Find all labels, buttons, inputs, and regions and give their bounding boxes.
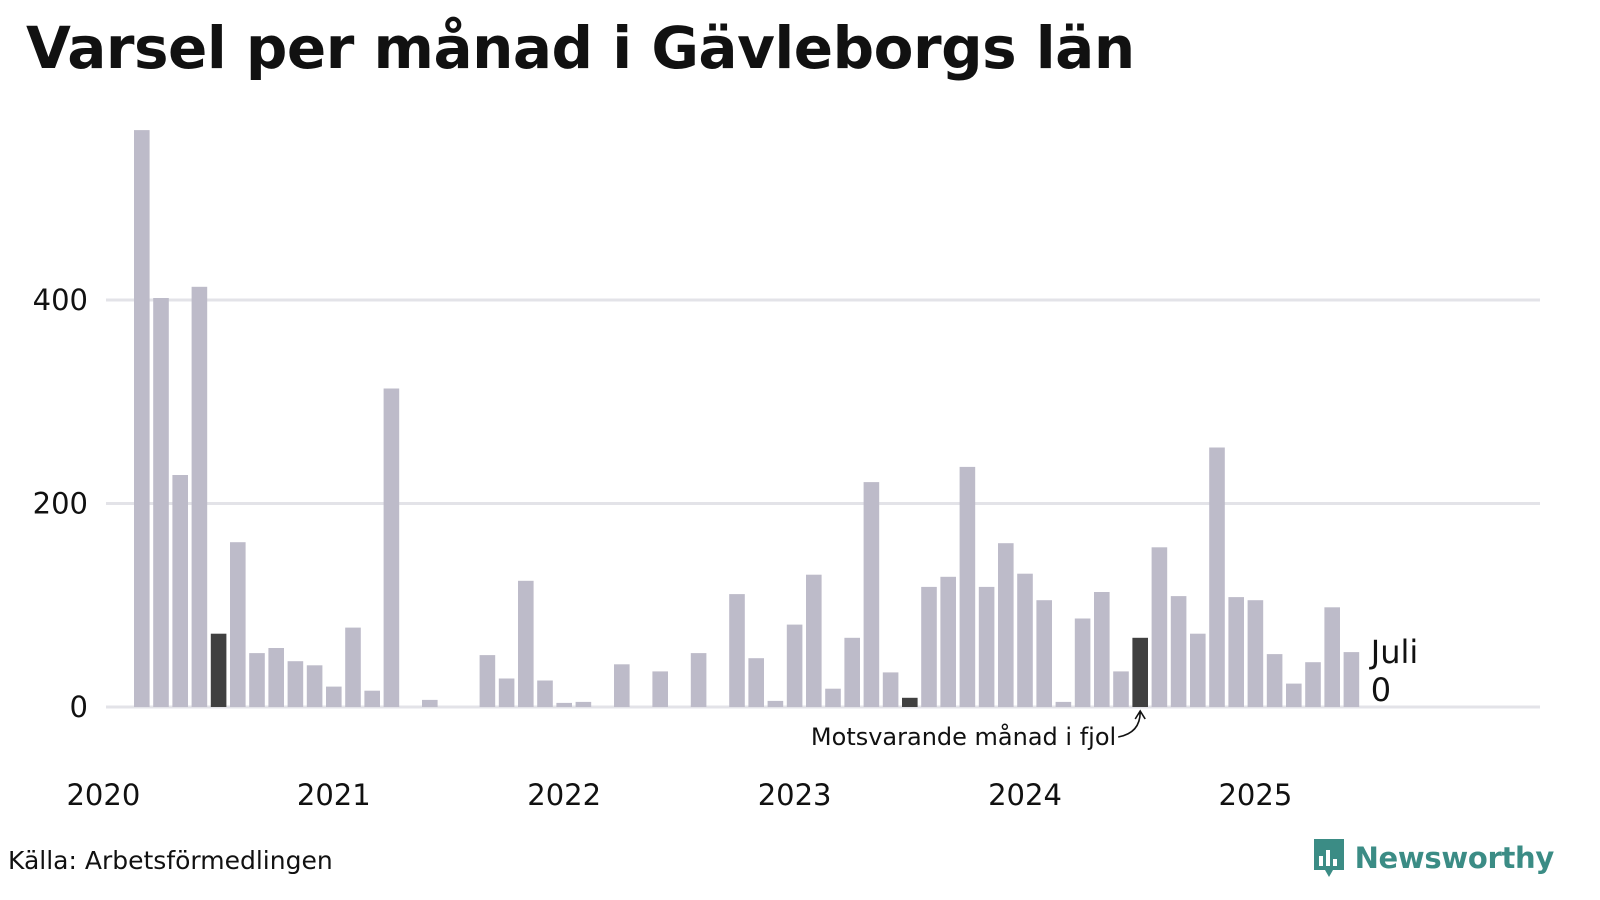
bar <box>652 671 668 707</box>
brand-logo: Newsworthy <box>1311 836 1554 880</box>
annotation-text: Motsvarande månad i fjol <box>811 722 1116 751</box>
bar <box>1305 662 1321 707</box>
chart-title: Varsel per månad i Gävleborgs län <box>26 14 1135 82</box>
x-tick-label: 2025 <box>1218 778 1292 812</box>
source-label: Källa: Arbetsförmedlingen <box>8 846 333 875</box>
bar <box>1343 652 1360 707</box>
bar <box>767 700 784 707</box>
bar <box>748 658 764 707</box>
last-month-label: Juli <box>1369 633 1419 671</box>
bar <box>1094 592 1110 707</box>
bar <box>882 672 899 707</box>
bar <box>172 475 188 707</box>
bar <box>134 130 150 708</box>
bar <box>498 678 515 707</box>
y-tick-label: 0 <box>70 690 88 724</box>
annotation: Motsvarande månad i fjol <box>811 709 1146 751</box>
y-axis: 0 200 400 <box>33 283 88 724</box>
x-tick-label: 2024 <box>988 778 1062 812</box>
bar <box>786 624 803 707</box>
bar <box>537 680 553 707</box>
brand-name: Newsworthy <box>1354 841 1555 875</box>
bar <box>1209 447 1225 707</box>
bar <box>1228 597 1244 707</box>
bar <box>268 648 284 707</box>
x-axis: 2020 2021 2022 2023 2024 2025 <box>66 778 1292 812</box>
bar-highlight <box>210 633 227 707</box>
bar <box>326 686 342 707</box>
bar <box>806 574 822 707</box>
bar <box>230 542 246 707</box>
annotation-arrow <box>1118 709 1146 738</box>
bar <box>690 653 707 707</box>
bar <box>249 653 265 707</box>
bar <box>1286 683 1302 707</box>
y-tick-label: 200 <box>33 487 88 521</box>
bar <box>1247 600 1264 707</box>
bar <box>959 466 976 707</box>
last-value-label: 0 <box>1371 671 1391 709</box>
bar <box>153 298 169 707</box>
bar-highlight <box>902 697 918 707</box>
x-tick-label: 2022 <box>527 778 601 812</box>
bar <box>1324 607 1340 707</box>
bar <box>1190 633 1206 707</box>
bar <box>863 482 880 707</box>
bar <box>191 286 208 707</box>
bar <box>479 655 496 707</box>
x-tick-label: 2023 <box>758 778 832 812</box>
bar <box>345 627 361 707</box>
newsworthy-icon <box>1313 839 1344 877</box>
bar <box>1036 600 1052 707</box>
bar <box>1055 701 1072 707</box>
bar <box>575 701 592 707</box>
bar <box>518 580 534 707</box>
bar <box>998 543 1014 707</box>
bar <box>364 690 380 707</box>
bar <box>1170 596 1187 707</box>
bar <box>729 594 745 707</box>
bar <box>1074 618 1091 707</box>
bar <box>1017 573 1033 707</box>
x-tick-label: 2021 <box>297 778 371 812</box>
bar <box>978 586 995 707</box>
x-tick-label: 2020 <box>66 778 140 812</box>
bar <box>921 586 937 707</box>
bar <box>306 665 323 707</box>
bar <box>940 576 956 707</box>
bar <box>287 661 304 707</box>
bar <box>825 688 841 707</box>
bar <box>614 664 630 707</box>
bars <box>134 130 1360 708</box>
bar <box>1113 671 1129 707</box>
bar <box>1151 547 1168 707</box>
y-tick-label: 400 <box>33 283 88 317</box>
bar <box>556 702 572 707</box>
bar <box>1266 654 1283 707</box>
bar-highlight <box>1132 637 1148 707</box>
bar <box>422 699 438 707</box>
bar <box>844 637 860 707</box>
bar <box>383 388 400 707</box>
